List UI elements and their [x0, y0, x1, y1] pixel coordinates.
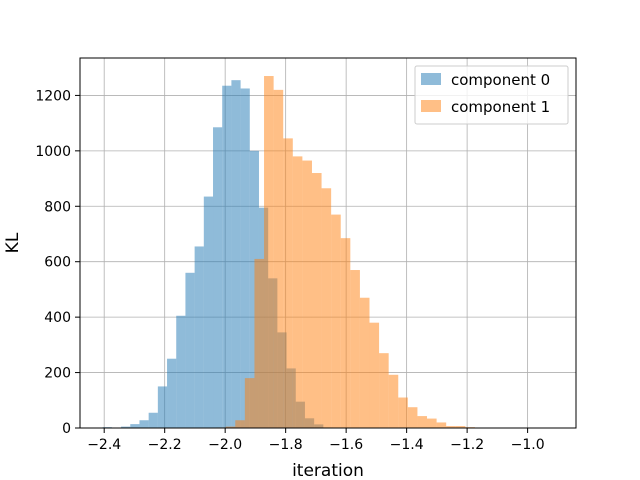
- histogram-bar-component-1: [436, 422, 447, 428]
- histogram-bar-component-1: [321, 188, 332, 428]
- histogram-bar-component-0: [167, 358, 177, 428]
- legend: component 0 component 1: [414, 65, 569, 125]
- histogram-bar-component-1: [417, 416, 428, 428]
- histogram-bar-component-1: [398, 397, 408, 428]
- plot-frame: [79, 57, 577, 429]
- y-tick-label: 600: [44, 255, 71, 271]
- histogram-bar-component-1: [235, 420, 245, 428]
- y-tick-label: 1200: [35, 88, 71, 104]
- histogram-bar-component-1: [359, 297, 370, 428]
- x-tick-label: −1.8: [269, 437, 303, 453]
- legend-label-component-1: component 1: [451, 98, 550, 116]
- histogram-bar-component-1: [264, 76, 274, 428]
- histogram-bar-component-0: [231, 80, 241, 428]
- y-tick-label: 400: [44, 310, 71, 326]
- x-tick-label: −2.4: [87, 437, 121, 453]
- histogram-bar-component-1: [292, 156, 303, 428]
- histogram-bar-component-0: [130, 424, 140, 428]
- histogram-bar-component-0: [176, 315, 186, 428]
- x-tick-label: −2.2: [148, 437, 182, 453]
- histogram-bar-component-1: [244, 378, 255, 428]
- histogram-bar-component-1: [283, 138, 293, 429]
- histogram-bar-component-0: [240, 88, 250, 429]
- histogram-bar-component-0: [185, 272, 195, 428]
- legend-swatch-component-1: [421, 100, 441, 112]
- legend-swatch-component-0: [421, 73, 441, 85]
- axis-ticks: −2.4 −2.2 −2.0 −1.8 −1.6 −1.4 −1.2 −1.0 0 200 400 6…: [35, 88, 544, 453]
- histogram-bar-component-1: [340, 238, 351, 428]
- histogram-bar-component-0: [157, 386, 168, 428]
- legend-label-component-0: component 0: [451, 71, 550, 89]
- histogram-bar-component-1: [273, 89, 284, 429]
- y-tick-label: 800: [44, 199, 71, 215]
- y-axis-label: KL: [3, 232, 23, 253]
- histogram-bar-component-1: [311, 173, 322, 428]
- histogram-bar-component-1: [379, 353, 389, 428]
- histogram-bar-component-1: [350, 270, 360, 428]
- histogram-bars: [102, 76, 475, 429]
- y-tick-label: 200: [44, 366, 71, 382]
- y-tick-label: 0: [62, 421, 71, 437]
- histogram-bar-component-1: [407, 407, 418, 428]
- histogram-bar-component-1: [388, 374, 399, 428]
- histogram-bar-component-1: [331, 214, 341, 428]
- histogram-bar-component-1: [446, 426, 456, 428]
- histogram-bar-component-1: [455, 426, 466, 428]
- x-tick-label: −1.0: [511, 437, 545, 453]
- legend-box: [414, 65, 569, 125]
- histogram-bar-component-1: [254, 258, 265, 428]
- histogram-bar-component-0: [148, 412, 158, 428]
- x-axis-label: iteration: [292, 461, 364, 480]
- histogram-bar-component-1: [225, 426, 236, 428]
- histogram-bar-component-0: [121, 426, 131, 428]
- histogram-bar-component-1: [369, 322, 380, 428]
- histogram-bar-component-0: [249, 150, 259, 428]
- x-tick-label: −2.0: [208, 437, 242, 453]
- x-tick-label: −1.4: [390, 437, 424, 453]
- histogram-bar-component-0: [222, 85, 232, 428]
- y-tick-label: 1000: [35, 144, 71, 160]
- histogram-bar-component-1: [302, 160, 312, 428]
- histogram-bar-component-0: [213, 127, 223, 428]
- histogram-bar-component-0: [194, 246, 204, 428]
- histogram-bar-component-0: [203, 196, 214, 428]
- histogram-bar-component-0: [139, 420, 149, 428]
- x-tick-label: −1.2: [450, 437, 484, 453]
- x-tick-label: −1.6: [329, 437, 363, 453]
- histogram-bar-component-1: [427, 418, 437, 428]
